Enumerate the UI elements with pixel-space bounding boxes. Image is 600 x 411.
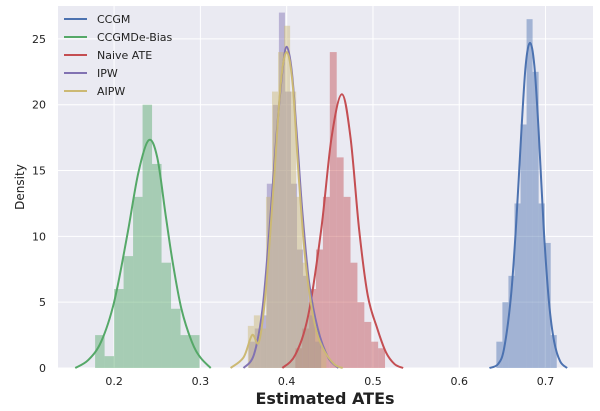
x-tick-label: 0.5	[364, 375, 382, 388]
x-tick-label: 0.4	[278, 375, 296, 388]
ipw-histogram-bar	[284, 91, 291, 369]
ccgmde-bias-histogram-bar	[152, 163, 162, 368]
ccgmde-bias-histogram-bar	[123, 256, 134, 368]
ccgmde-bias-legend-label: CCGMDe-Bias	[97, 31, 173, 44]
ipw-histogram-bar	[309, 315, 316, 368]
aipw-histogram-bar	[265, 196, 272, 368]
naive-ate-histogram-bar	[329, 52, 337, 369]
y-tick-label: 25	[32, 33, 46, 46]
aipw-histogram-bar	[278, 52, 285, 369]
y-tick-label: 15	[32, 165, 46, 178]
aipw-histogram-bar	[320, 348, 327, 368]
aipw-legend-label: AIPW	[97, 85, 125, 98]
ccgmde-bias-histogram-bar	[104, 356, 115, 368]
naive-ate-histogram-bar	[295, 348, 303, 368]
naive-ate-histogram-bar	[322, 196, 330, 368]
aipw-histogram-bar	[308, 302, 315, 368]
ipw-legend-label: IPW	[97, 67, 118, 80]
ccgm-histogram-bar	[496, 341, 503, 368]
ipw-histogram-bar	[254, 328, 261, 368]
aipw-histogram-bar	[272, 91, 279, 369]
naive-ate-histogram-bar	[364, 321, 372, 368]
ccgm-histogram-bar	[520, 124, 527, 369]
ccgmde-bias-histogram-bar	[171, 308, 181, 368]
x-tick-label: 0.3	[192, 375, 210, 388]
ccgmde-bias-histogram-bar	[142, 104, 153, 369]
y-tick-labels: 0 5 10 15 20 25	[32, 33, 46, 375]
grid	[58, 6, 593, 369]
naive-ate-histogram-bar	[309, 289, 317, 368]
naive-ate-histogram-bar	[336, 157, 344, 368]
y-tick-label: 0	[39, 362, 46, 375]
ccgm-histogram-bar	[508, 275, 515, 368]
ccgm-histogram-bar	[514, 203, 521, 368]
aipw-histogram-bar	[284, 25, 291, 369]
histogram-bars	[95, 12, 557, 369]
ccgmde-bias-histogram-bar	[95, 335, 105, 368]
ipw-kde-line	[242, 45, 340, 369]
x-tick-label: 0.6	[451, 375, 469, 388]
y-tick-label: 10	[32, 230, 46, 243]
x-tick-label: 0.2	[105, 375, 123, 388]
naive-ate-histogram-bar	[371, 341, 379, 368]
naive-ate-kde-line	[281, 93, 404, 369]
naive-ate-histogram-bar	[378, 348, 386, 368]
naive-ate-histogram-bar	[357, 302, 365, 368]
ccgmde-bias-histogram-bar	[190, 335, 200, 368]
ccgmde-bias-histogram-bar	[114, 289, 124, 368]
naive-ate-histogram-bar	[350, 262, 358, 368]
aipw-kde-line	[229, 51, 344, 369]
ipw-histogram-bar	[272, 104, 279, 369]
ipw-histogram-bar	[248, 341, 255, 368]
ccgm-legend-label: CCGM	[97, 13, 130, 26]
y-tick-label: 5	[39, 296, 46, 309]
kde-curves	[74, 41, 568, 369]
y-axis-label: Density	[13, 164, 27, 210]
ccgmde-bias-histogram-bar	[133, 196, 143, 368]
ccgm-histogram-bar	[550, 335, 557, 368]
aipw-histogram-bar	[290, 91, 297, 369]
ipw-histogram-bar	[278, 12, 285, 368]
aipw-histogram-bar	[314, 328, 321, 368]
ccgm-histogram-bar	[532, 71, 539, 369]
naive-ate-histogram-bar	[302, 328, 310, 368]
ccgm-histogram-bar	[538, 203, 545, 368]
naive-ate-histogram-bar	[316, 249, 323, 368]
x-axis-label: Estimated ATEs	[255, 389, 394, 408]
naive-ate-legend-label: Naive ATE	[97, 49, 152, 62]
aipw-histogram-bar	[302, 262, 309, 368]
aipw-histogram-bar	[259, 328, 266, 368]
aipw-histogram-bar	[247, 325, 254, 368]
ccgmde-bias-histogram-bar	[180, 335, 191, 368]
ipw-histogram-bar	[290, 183, 298, 368]
legend: CCGM CCGMDe-Bias Naive ATE IPW AIPW	[64, 13, 173, 98]
ipw-histogram-bar	[266, 183, 273, 368]
x-tick-label: 0.7	[537, 375, 555, 388]
ccgmde-bias-kde-line	[74, 138, 212, 369]
ccgm-histogram-bar	[544, 242, 551, 368]
ccgm-histogram-bar	[526, 19, 533, 369]
naive-ate-histogram-bar	[343, 196, 351, 368]
ccgmde-bias-histogram-bar	[161, 262, 172, 368]
y-tick-label: 20	[32, 99, 46, 112]
ipw-histogram-bar	[315, 341, 322, 368]
ccgm-kde-line	[489, 41, 568, 369]
x-tick-labels: 0.2 0.3 0.4 0.5 0.6 0.7	[105, 375, 554, 388]
aipw-histogram-bar	[296, 196, 303, 368]
ipw-histogram-bar	[297, 249, 304, 368]
ipw-histogram-bar	[260, 315, 267, 368]
